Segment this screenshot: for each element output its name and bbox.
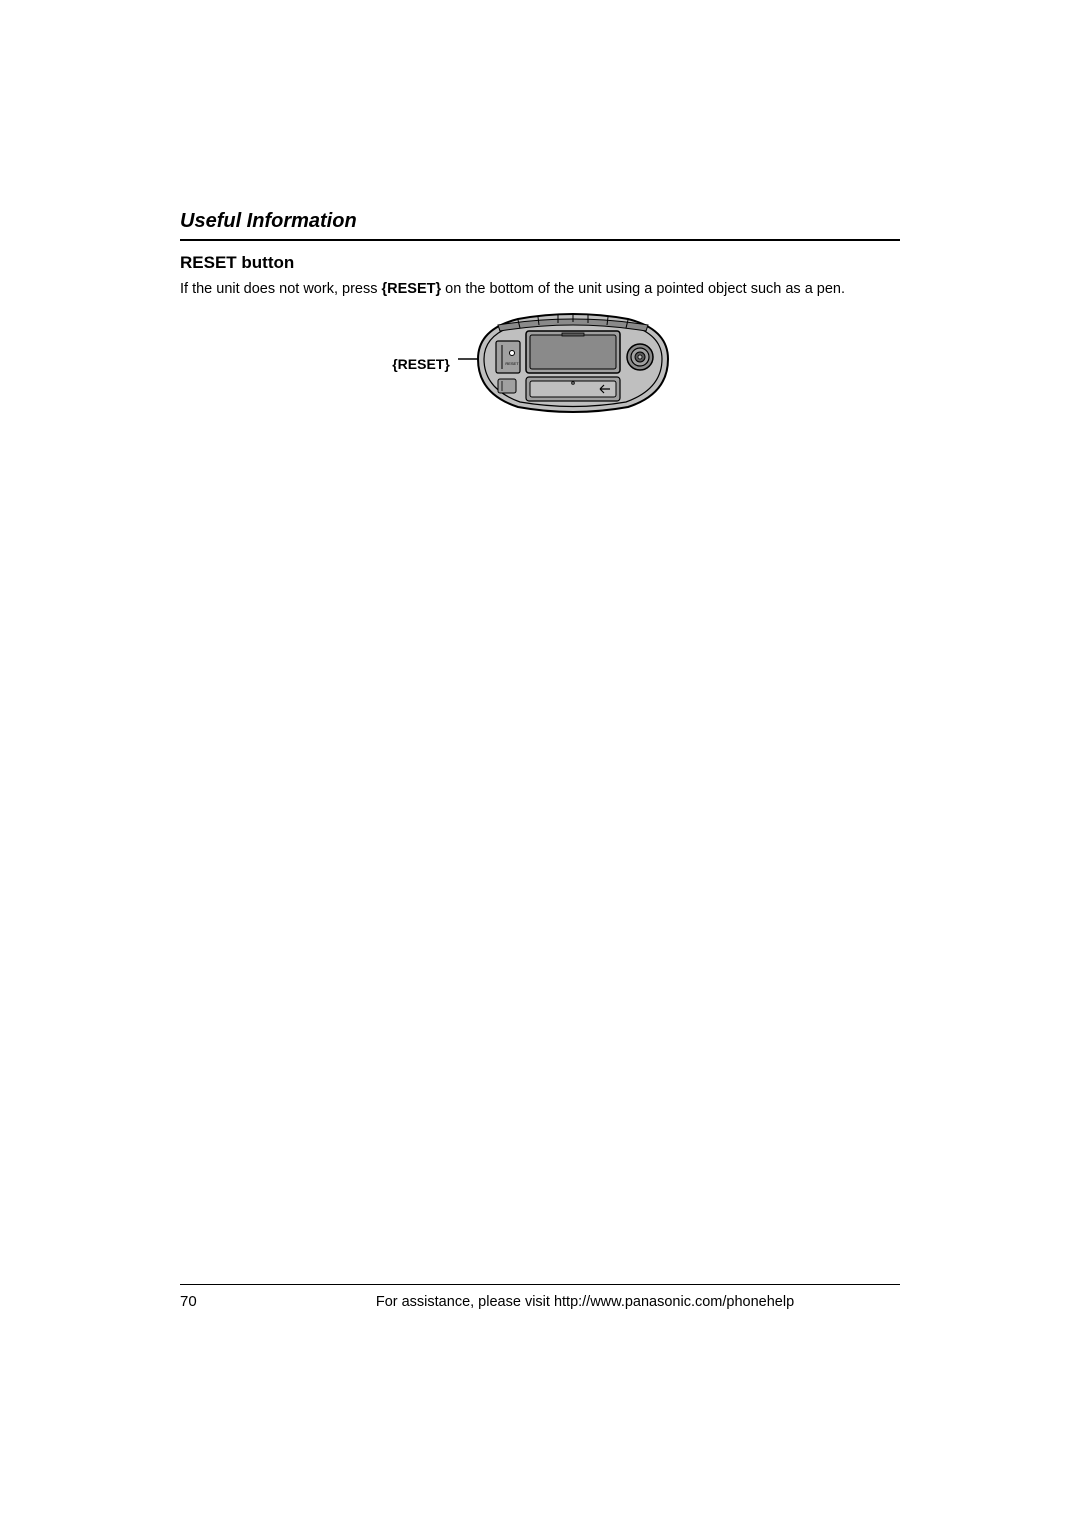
page-footer: 70 For assistance, please visit http://w… (180, 1284, 900, 1310)
reset-callout-label: {RESET} (392, 356, 450, 372)
footer-assistance-text: For assistance, please visit http://www.… (270, 1294, 900, 1310)
text-after: on the bottom of the unit using a pointe… (441, 281, 845, 297)
subheading-reset-button: RESET button (180, 253, 900, 273)
diagram-container: {RESET} (180, 309, 900, 419)
device-bottom-diagram: RESET (458, 309, 688, 419)
reset-button-label: {RESET} (382, 281, 442, 297)
section-header: Useful Information (180, 210, 900, 241)
body-paragraph: If the unit does not work, press {RESET}… (180, 279, 900, 299)
page-number: 70 (180, 1293, 270, 1310)
text-before: If the unit does not work, press (180, 281, 382, 297)
reset-tiny-label: RESET (505, 361, 519, 366)
diagram-wrapper: {RESET} (392, 309, 688, 419)
page-content: Useful Information RESET button If the u… (180, 210, 900, 419)
